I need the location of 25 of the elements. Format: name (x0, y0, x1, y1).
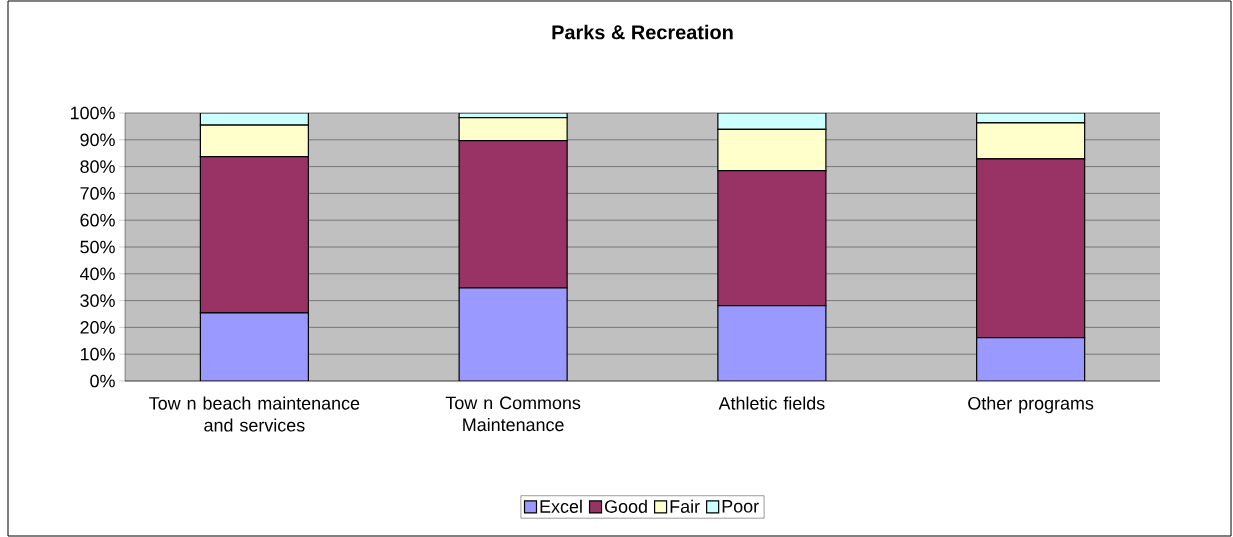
legend-label: Excel (540, 499, 582, 513)
y-tick-label: 50% (80, 240, 115, 254)
y-tick-label: 60% (80, 213, 115, 227)
chart-title: Parks & Recreation (552, 24, 733, 40)
x-tick-label: Tow n beach maintenance and services (149, 396, 360, 432)
y-tick-label: 20% (80, 321, 115, 334)
bar (458, 287, 568, 381)
y-tick-label: 100% (70, 106, 115, 120)
y-tick-label: 0% (90, 374, 115, 388)
y-tick-label: 90% (80, 133, 115, 147)
bar (717, 305, 827, 381)
y-tick-label: 30% (80, 294, 115, 307)
x-tick-label: Other programs (968, 396, 1094, 414)
x-tick-label: Athletic fields (718, 396, 825, 410)
y-tick-label: 70% (80, 187, 115, 200)
bar (717, 113, 827, 130)
legend-label: Good (605, 499, 647, 513)
legend-label: Poor (722, 500, 759, 513)
legend-label: Fair (670, 499, 700, 513)
x-tick-label: Tow n Commons Maintenance (445, 396, 581, 432)
bar (199, 312, 309, 381)
bar (976, 336, 1086, 381)
y-tick-label: 10% (80, 347, 115, 361)
y-tick-label: 80% (80, 160, 115, 173)
y-tick-label: 40% (80, 267, 115, 281)
